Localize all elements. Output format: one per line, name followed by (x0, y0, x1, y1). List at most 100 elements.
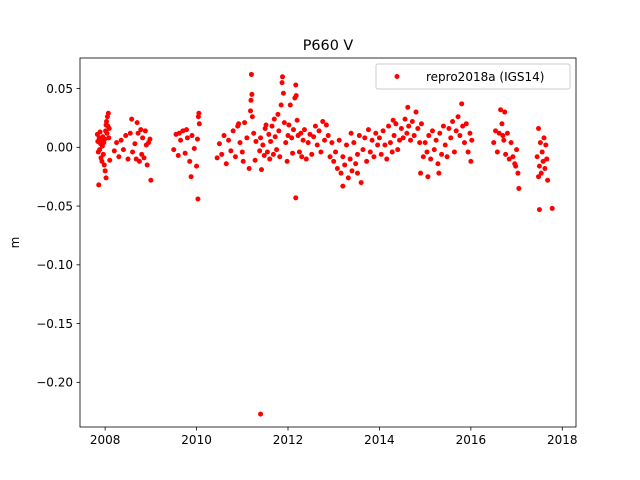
data-point-0-205 (411, 133, 417, 139)
data-point-0-120 (280, 90, 286, 96)
data-point-0-109 (269, 123, 275, 129)
data-point-0-175 (364, 158, 370, 164)
data-point-0-252 (504, 130, 510, 136)
data-point-0-207 (415, 126, 421, 132)
data-point-0-196 (397, 137, 403, 143)
data-point-0-73 (214, 155, 220, 161)
data-point-0-223 (440, 123, 446, 129)
data-point-0-118 (279, 80, 285, 86)
data-point-0-56 (175, 153, 181, 159)
data-point-0-125 (286, 122, 292, 128)
data-point-0-107 (267, 156, 273, 162)
data-point-0-135 (296, 149, 302, 155)
data-point-0-208 (417, 140, 423, 146)
data-point-0-214 (424, 149, 430, 155)
data-point-0-171 (356, 133, 362, 139)
data-point-0-97 (236, 121, 242, 127)
data-point-0-21 (104, 130, 110, 136)
data-point-0-263 (536, 126, 542, 132)
data-point-0-25 (106, 135, 112, 141)
data-point-0-267 (539, 149, 545, 155)
data-point-0-111 (271, 116, 277, 122)
y-tick-label-3: −0.10 (36, 258, 73, 272)
data-point-0-142 (307, 131, 313, 137)
data-point-0-197 (398, 126, 404, 132)
data-point-0-13 (100, 151, 106, 157)
data-point-0-44 (140, 135, 146, 141)
data-point-0-110 (270, 151, 276, 157)
y-tick-label-0: 0.05 (46, 82, 73, 96)
data-point-0-113 (274, 147, 280, 153)
data-point-0-34 (123, 133, 129, 139)
chart-title: P660 V (303, 38, 354, 54)
data-point-0-31 (116, 154, 122, 160)
data-point-0-89 (248, 97, 254, 103)
data-point-0-215 (426, 133, 432, 139)
data-point-0-236 (463, 121, 469, 127)
data-point-0-230 (453, 128, 459, 134)
data-point-0-258 (515, 170, 521, 176)
data-point-0-128 (290, 150, 296, 156)
data-point-0-74 (216, 141, 222, 147)
data-point-0-63 (191, 145, 197, 151)
data-point-0-53 (129, 116, 135, 122)
data-point-0-154 (329, 140, 335, 146)
data-point-0-33 (120, 147, 126, 153)
data-point-0-199 (402, 116, 408, 122)
data-point-0-149 (320, 118, 326, 124)
data-point-0-219 (433, 137, 439, 143)
data-point-0-5 (97, 147, 103, 153)
data-point-0-3 (96, 182, 102, 188)
data-point-0-246 (496, 130, 502, 136)
data-point-0-50 (147, 136, 153, 142)
data-point-0-129 (290, 127, 296, 133)
data-point-0-138 (300, 137, 306, 143)
data-point-0-179 (371, 154, 377, 160)
data-point-0-92 (249, 114, 255, 120)
data-point-0-270 (542, 165, 548, 171)
data-point-0-164 (344, 142, 350, 148)
y-axis-label: m (8, 237, 22, 249)
data-point-0-184 (348, 130, 354, 136)
legend-entry-label: repro2018a (IGS14) (426, 70, 544, 84)
data-point-0-253 (506, 156, 512, 162)
data-point-0-124 (285, 133, 291, 139)
data-point-0-72 (176, 130, 182, 136)
data-point-0-70 (188, 174, 194, 180)
data-point-0-117 (278, 102, 284, 108)
y-tick-label-4: −0.15 (36, 317, 73, 331)
data-point-0-29 (111, 148, 117, 154)
data-point-0-203 (408, 137, 414, 143)
data-point-0-20 (104, 118, 110, 124)
legend-box (375, 63, 571, 90)
data-point-0-69 (195, 196, 201, 202)
data-point-0-181 (375, 142, 381, 148)
data-point-0-233 (459, 101, 465, 107)
data-point-0-39 (134, 120, 140, 126)
data-point-0-194 (393, 121, 399, 127)
data-point-0-88 (248, 108, 254, 114)
data-point-0-178 (369, 137, 375, 143)
data-point-0-102 (261, 153, 267, 159)
data-point-0-187 (380, 128, 386, 134)
data-point-0-170 (354, 151, 360, 157)
data-point-0-165 (345, 175, 351, 181)
data-point-0-217 (429, 128, 435, 134)
data-point-0-151 (323, 122, 329, 128)
data-point-0-160 (336, 137, 342, 143)
data-point-0-108 (268, 138, 274, 144)
data-point-0-101 (260, 142, 266, 148)
data-point-0-268 (540, 158, 546, 164)
x-tick-label-0: 2008 (90, 433, 121, 447)
data-point-0-60 (184, 135, 190, 141)
data-point-0-189 (384, 156, 390, 162)
data-point-0-161 (338, 170, 344, 176)
data-point-0-78 (226, 137, 232, 143)
y-tick-label-1: 0.00 (46, 141, 73, 155)
data-point-0-36 (127, 130, 133, 136)
data-point-0-67 (196, 110, 202, 116)
x-axis: 2008 2010 2012 2014 2016 2018 (90, 427, 578, 447)
data-point-0-157 (331, 158, 337, 164)
data-point-0-52 (133, 156, 139, 162)
data-point-0-93 (251, 130, 257, 136)
